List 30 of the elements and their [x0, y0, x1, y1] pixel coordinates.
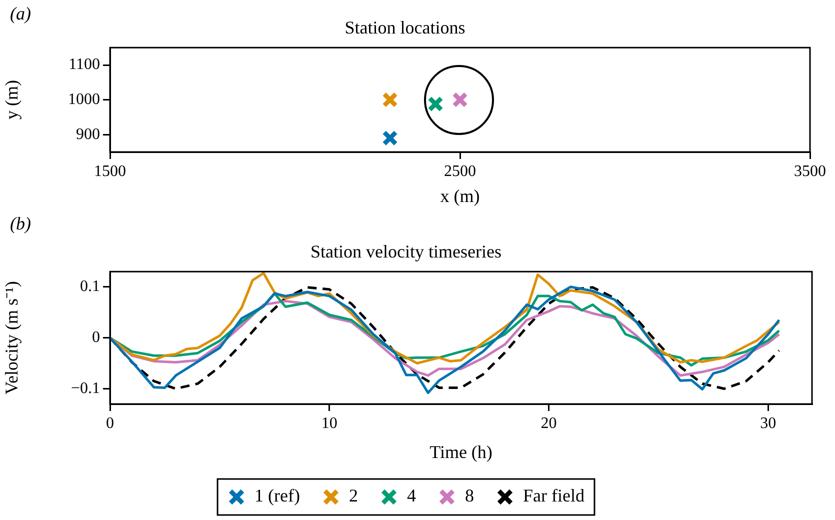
point	[382, 130, 398, 146]
chart-title: Station velocity timeseries	[310, 242, 502, 262]
x-tick-label: 0	[106, 414, 114, 432]
x-axis-title: Time (h)	[430, 442, 492, 462]
x-axis-title: x (m)	[440, 186, 480, 206]
legend-label: 1 (ref)	[254, 486, 300, 506]
point	[428, 96, 444, 112]
point	[452, 92, 468, 108]
legend-label: Far field	[522, 486, 584, 506]
y-tick-label: 0.1	[80, 278, 100, 296]
chart-title: Station locations	[344, 18, 466, 38]
x-tick-label: 1500	[94, 162, 126, 180]
x-tick-label: 2500	[444, 162, 476, 180]
y-tick-label: 1000	[68, 91, 100, 108]
x-tick-label: 10	[321, 414, 338, 432]
legend-label: 4	[406, 486, 416, 506]
x-tick-label: 20	[540, 414, 557, 432]
y-tick-label: 1100	[68, 56, 100, 74]
y-axis-title: Velocity (m s⁻¹)	[2, 281, 22, 394]
text: (b)	[10, 214, 31, 234]
y-tick-label: −0.1	[70, 380, 100, 397]
y-axis-title: y (m)	[2, 80, 22, 120]
text: (a)	[10, 4, 31, 24]
legend-label: 2	[348, 486, 358, 506]
x-tick-label: 30	[760, 414, 776, 432]
y-tick-label: 900	[76, 126, 100, 143]
y-tick-label: 0	[92, 329, 100, 346]
point	[382, 92, 398, 108]
x-tick-label: 3500	[794, 162, 826, 180]
legend-label: 8	[464, 486, 474, 506]
